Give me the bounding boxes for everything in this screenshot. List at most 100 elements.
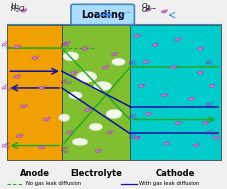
- Text: $p^{cf}_{N_2O}$: $p^{cf}_{N_2O}$: [204, 128, 217, 139]
- Text: $p^{cf}_{H_2}$: $p^{cf}_{H_2}$: [204, 100, 214, 111]
- Ellipse shape: [178, 37, 181, 39]
- Ellipse shape: [174, 122, 179, 125]
- Text: $O^{2-}$: $O^{2-}$: [141, 5, 156, 16]
- Ellipse shape: [212, 137, 217, 139]
- Ellipse shape: [95, 150, 100, 153]
- Ellipse shape: [48, 117, 50, 119]
- Ellipse shape: [160, 94, 166, 97]
- Ellipse shape: [138, 34, 140, 35]
- Ellipse shape: [36, 56, 39, 58]
- Bar: [7, 25, 62, 160]
- Ellipse shape: [142, 84, 145, 86]
- Ellipse shape: [111, 58, 125, 66]
- Ellipse shape: [197, 47, 202, 50]
- Ellipse shape: [156, 43, 158, 45]
- Ellipse shape: [147, 60, 149, 61]
- Text: $e^-$: $e^-$: [118, 10, 131, 20]
- Ellipse shape: [111, 130, 113, 132]
- Text: $p^{ai}_{H_2O}$: $p^{ai}_{H_2O}$: [59, 77, 73, 88]
- Ellipse shape: [138, 85, 143, 88]
- Text: $p^0_{O_2}$: $p^0_{O_2}$: [204, 58, 214, 70]
- Ellipse shape: [217, 136, 219, 138]
- Ellipse shape: [76, 71, 96, 82]
- Ellipse shape: [102, 66, 107, 69]
- Ellipse shape: [68, 41, 70, 43]
- Ellipse shape: [212, 84, 215, 86]
- Ellipse shape: [86, 47, 88, 48]
- Bar: [62, 25, 129, 160]
- Text: Anode: Anode: [20, 169, 49, 178]
- Ellipse shape: [149, 112, 151, 113]
- Ellipse shape: [18, 45, 21, 46]
- Ellipse shape: [170, 66, 175, 69]
- Text: $p^{ci}_{O_2}$: $p^{ci}_{O_2}$: [127, 58, 138, 70]
- Ellipse shape: [111, 53, 116, 56]
- Ellipse shape: [68, 92, 82, 99]
- Ellipse shape: [70, 72, 75, 74]
- Ellipse shape: [197, 72, 202, 74]
- Ellipse shape: [58, 114, 69, 121]
- Ellipse shape: [88, 108, 91, 110]
- Ellipse shape: [149, 8, 151, 9]
- Ellipse shape: [201, 47, 203, 48]
- Ellipse shape: [174, 65, 176, 67]
- Ellipse shape: [196, 143, 199, 145]
- Text: $p^{ci}_{H_2}$: $p^{ci}_{H_2}$: [127, 112, 137, 123]
- Ellipse shape: [39, 146, 44, 149]
- Ellipse shape: [21, 134, 23, 136]
- Ellipse shape: [14, 75, 19, 78]
- Text: Loading: Loading: [80, 9, 124, 19]
- Ellipse shape: [63, 52, 79, 61]
- Ellipse shape: [174, 38, 179, 41]
- Ellipse shape: [167, 142, 169, 143]
- Ellipse shape: [161, 10, 165, 13]
- Text: Electrolyte: Electrolyte: [70, 169, 121, 178]
- Ellipse shape: [64, 42, 69, 45]
- Text: $H_2$: $H_2$: [10, 2, 20, 12]
- Text: $H_2O$: $H_2O$: [10, 5, 25, 15]
- Ellipse shape: [192, 144, 197, 147]
- Ellipse shape: [178, 121, 181, 123]
- Ellipse shape: [192, 97, 194, 98]
- Ellipse shape: [205, 121, 208, 123]
- Ellipse shape: [201, 71, 203, 73]
- Ellipse shape: [18, 74, 21, 76]
- Ellipse shape: [208, 85, 213, 88]
- Ellipse shape: [188, 98, 193, 101]
- Text: $p^{at}_{O_2}$: $p^{at}_{O_2}$: [59, 146, 70, 157]
- Ellipse shape: [39, 86, 44, 89]
- Ellipse shape: [70, 130, 72, 132]
- Ellipse shape: [89, 123, 102, 131]
- Ellipse shape: [43, 145, 46, 147]
- FancyBboxPatch shape: [71, 4, 134, 25]
- Ellipse shape: [145, 113, 150, 115]
- Ellipse shape: [43, 118, 49, 121]
- Text: Cathode: Cathode: [155, 169, 194, 178]
- Text: $p^{af}_{O_2}$: $p^{af}_{O_2}$: [1, 141, 11, 152]
- Ellipse shape: [133, 35, 139, 37]
- Ellipse shape: [106, 109, 121, 119]
- Text: $p^{ai}_{H_2}$: $p^{ai}_{H_2}$: [59, 40, 70, 51]
- Ellipse shape: [165, 93, 167, 95]
- Ellipse shape: [43, 86, 46, 87]
- Ellipse shape: [133, 137, 139, 139]
- Ellipse shape: [84, 109, 89, 112]
- Text: $p^0_{H_2}$: $p^0_{H_2}$: [1, 40, 11, 51]
- Ellipse shape: [32, 57, 37, 60]
- Ellipse shape: [138, 136, 140, 138]
- Ellipse shape: [25, 104, 28, 106]
- Ellipse shape: [163, 142, 168, 145]
- Ellipse shape: [82, 47, 87, 50]
- Ellipse shape: [201, 122, 206, 125]
- Text: $p^{ci}_{H_2O}$: $p^{ci}_{H_2O}$: [127, 132, 141, 143]
- Text: $O_2$: $O_2$: [141, 2, 151, 12]
- Text: With gas leak diffusion: With gas leak diffusion: [138, 181, 198, 186]
- Ellipse shape: [21, 105, 26, 108]
- Ellipse shape: [99, 149, 102, 151]
- Ellipse shape: [72, 138, 88, 146]
- Ellipse shape: [143, 60, 148, 63]
- Ellipse shape: [115, 52, 118, 54]
- Ellipse shape: [165, 10, 167, 11]
- Ellipse shape: [14, 46, 19, 49]
- Text: $p^0_{H_2O}$: $p^0_{H_2O}$: [1, 82, 15, 94]
